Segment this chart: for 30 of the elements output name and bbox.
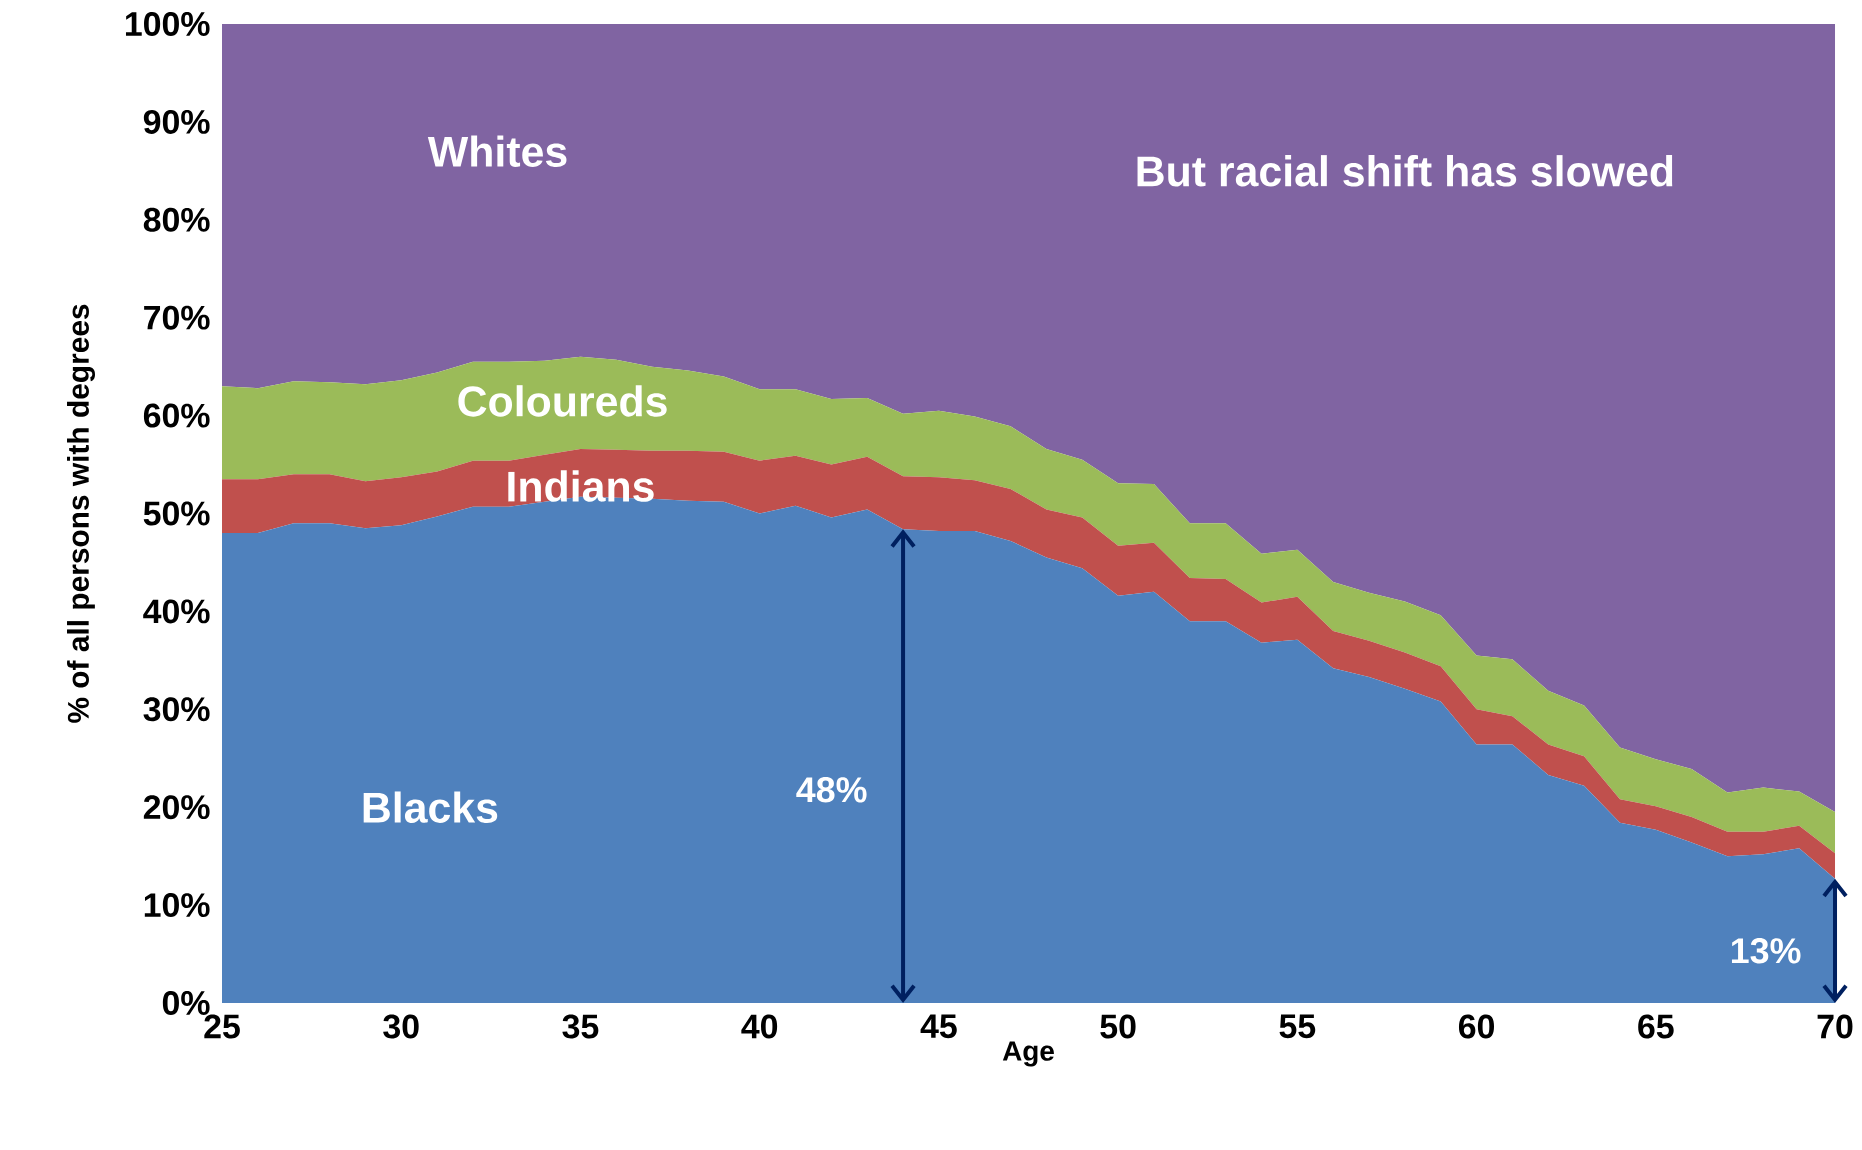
y-tick-label: 100% bbox=[125, 11, 210, 36]
annotation: But racial shift has slowed bbox=[1137, 155, 1673, 187]
annotation: 48% bbox=[796, 777, 867, 803]
y-tick-label: 0% bbox=[162, 991, 210, 1015]
series-label: Coloureds bbox=[458, 385, 667, 417]
y-tick-label: 30% bbox=[143, 697, 210, 722]
y-tick-label: 40% bbox=[143, 599, 210, 624]
x-tick-label: 60 bbox=[1458, 1014, 1495, 1039]
y-tick-label: 70% bbox=[144, 305, 210, 330]
y-tick-label: 10% bbox=[144, 893, 210, 918]
x-tick-label: 55 bbox=[1279, 1014, 1316, 1039]
series-label: Whites bbox=[427, 135, 567, 167]
y-tick-label: 50% bbox=[143, 501, 210, 526]
x-tick-label: 30 bbox=[383, 1014, 419, 1039]
y-tick-label: 80% bbox=[143, 207, 210, 232]
x-tick-label: 35 bbox=[562, 1014, 599, 1039]
x-tick-label: 50 bbox=[1100, 1014, 1136, 1039]
x-axis-title: Age bbox=[1002, 1041, 1054, 1067]
x-tick-label: 45 bbox=[920, 1014, 957, 1039]
annotation: 13% bbox=[1731, 938, 1801, 964]
x-tick-label: 70 bbox=[1817, 1014, 1853, 1039]
y-tick-label: 90% bbox=[143, 109, 210, 134]
y-tick-label: 20% bbox=[143, 795, 210, 820]
x-tick-label: 40 bbox=[741, 1014, 778, 1039]
x-tick-label: 25 bbox=[204, 1014, 240, 1039]
series-label: Indians bbox=[508, 470, 654, 502]
x-tick-label: 65 bbox=[1638, 1014, 1674, 1039]
y-tick-label: 60% bbox=[143, 403, 210, 428]
y-axis-title: % of all persons with degrees bbox=[67, 304, 95, 723]
series-label: Blacks bbox=[363, 791, 498, 823]
